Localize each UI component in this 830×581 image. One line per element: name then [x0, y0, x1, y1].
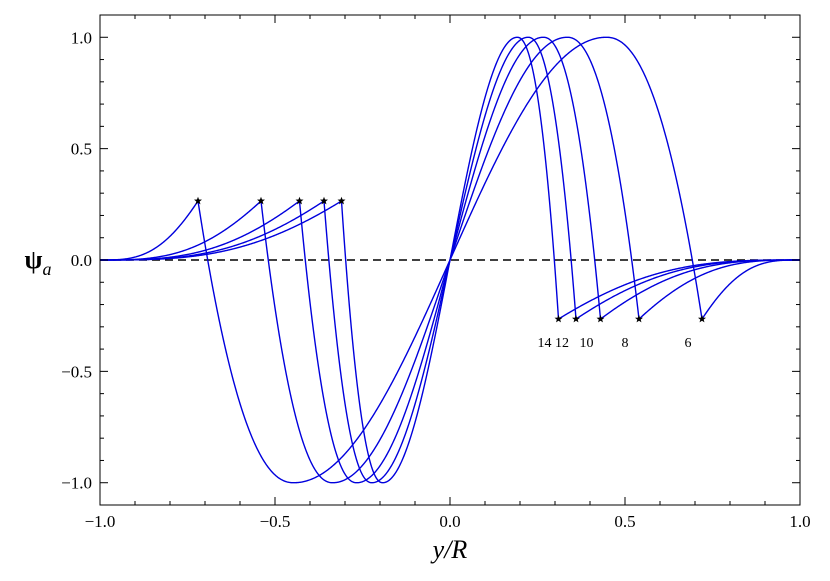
edge-marker-6-right — [698, 314, 706, 323]
curve-label-10: 10 — [580, 336, 594, 351]
edge-marker-10-left — [295, 196, 304, 205]
curve-annotations: 14 12 10 8 6 — [538, 336, 692, 351]
edge-marker-14-left — [337, 196, 346, 205]
x-tick-label: −1.0 — [85, 512, 116, 531]
edge-marker-12-left — [320, 196, 328, 205]
series-line-14 — [100, 36, 800, 484]
y-tick-label: −1.0 — [61, 474, 92, 493]
y-axis-label: ψa — [25, 245, 52, 279]
edge-marker-12-right — [572, 314, 580, 323]
y-tick-label: 0.0 — [71, 251, 92, 270]
edge-marker-14-right — [554, 314, 563, 323]
x-axis-label: y/R — [430, 535, 468, 564]
edge-markers — [194, 196, 706, 323]
edge-marker-6-left — [194, 196, 202, 205]
edge-marker-8-right — [635, 314, 643, 323]
x-tick-label: 0.5 — [614, 512, 635, 531]
curve-label-8: 8 — [622, 336, 629, 351]
x-tick-label: 0.0 — [439, 512, 460, 531]
y-tick-label: −0.5 — [61, 362, 92, 381]
edge-marker-10-right — [596, 314, 605, 323]
curve-label-12: 12 — [555, 336, 569, 351]
curve-label-14: 14 — [538, 336, 552, 351]
y-tick-label: 1.0 — [71, 28, 92, 47]
x-tick-label: 1.0 — [789, 512, 810, 531]
curve-label-6: 6 — [685, 336, 692, 351]
x-tick-label: −0.5 — [260, 512, 291, 531]
tick-labels: −1.0 −0.5 0.0 0.5 1.0 −1.0 −0.5 0.0 0.5 1.0 — [61, 28, 810, 531]
y-tick-label: 0.5 — [71, 140, 92, 159]
edge-marker-8-left — [257, 196, 265, 205]
series-curves — [100, 36, 800, 484]
axis-ticks — [99, 14, 801, 506]
